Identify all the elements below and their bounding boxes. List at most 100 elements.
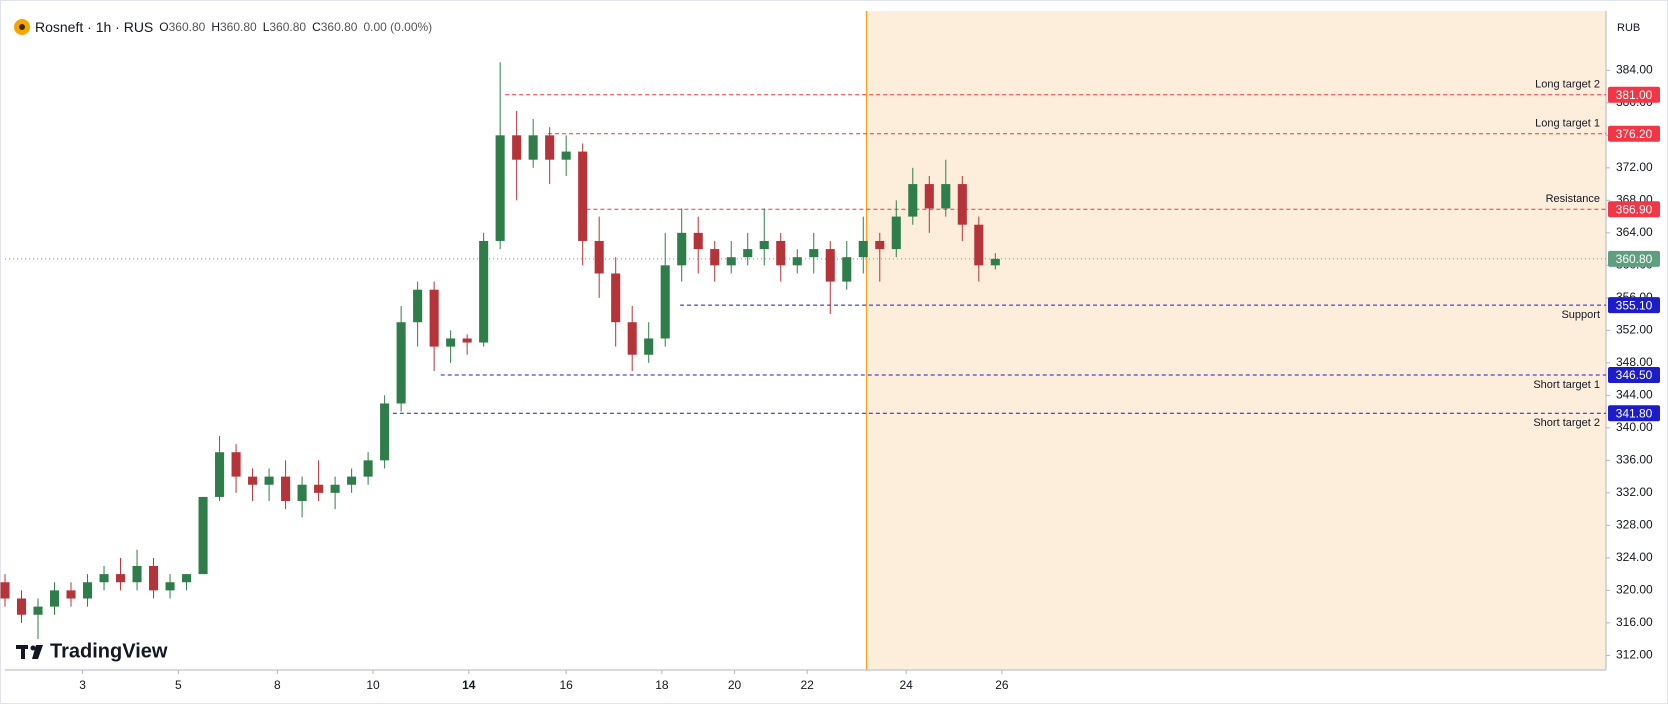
- candle-body: [149, 565, 159, 591]
- candle-body: [891, 216, 901, 250]
- candle-body: [528, 135, 538, 160]
- level-badge-label: 376.20: [1616, 127, 1653, 141]
- level-name: Short target 2: [1533, 417, 1600, 429]
- candle-body: [875, 240, 885, 250]
- candle-body: [16, 598, 27, 615]
- level-badge: [1608, 125, 1660, 142]
- candle-body: [924, 184, 934, 209]
- candle-body: [66, 590, 76, 599]
- y-tick-label: 352.00: [1616, 323, 1653, 337]
- candle-body: [792, 257, 802, 266]
- candle-body: [363, 460, 373, 477]
- candle-body: [693, 232, 703, 250]
- candle-body: [264, 476, 274, 485]
- candle-body: [198, 496, 208, 575]
- candle-body: [545, 135, 555, 160]
- level-badge-label: 366.90: [1616, 202, 1653, 216]
- y-tick-label: 312.00: [1616, 648, 1653, 662]
- x-tick-label: 16: [559, 678, 573, 692]
- candle-body: [165, 582, 175, 591]
- candle-body: [182, 574, 192, 583]
- symbol-icon-dot: [19, 24, 25, 30]
- candle-body: [858, 240, 868, 258]
- level-badge-label: 346.50: [1616, 368, 1653, 382]
- candle-body: [825, 249, 835, 282]
- x-tick-label: 20: [728, 678, 742, 692]
- ohlc-value: 360.80: [169, 20, 206, 34]
- level-badge: [1608, 367, 1660, 384]
- candle-body: [115, 574, 126, 583]
- x-tick-label: 26: [995, 678, 1009, 692]
- symbol-header: Rosneft · 1h · RUS O360.80 H360.80 L360.80 C…: [35, 19, 432, 35]
- candle-body: [974, 224, 984, 266]
- x-tick-label: 24: [900, 678, 914, 692]
- level-name: Resistance: [1546, 193, 1600, 205]
- candle-body: [297, 484, 307, 501]
- y-tick-label: 348.00: [1616, 355, 1653, 369]
- candle-body: [644, 338, 654, 355]
- candle-body: [776, 240, 786, 266]
- x-tick-label: 10: [366, 678, 380, 692]
- candle-body: [0, 582, 10, 599]
- x-tick-label: 3: [79, 678, 86, 692]
- candle-body: [512, 135, 522, 160]
- ohlc-key: H: [211, 20, 220, 34]
- candle-body: [281, 476, 291, 501]
- candle-body: [231, 452, 241, 477]
- candle-body: [380, 403, 390, 461]
- ohlc-value: 0.00 (0.00%): [363, 20, 432, 34]
- level-badge: [1608, 86, 1660, 103]
- candle-body: [594, 240, 604, 274]
- candle-body: [215, 452, 225, 497]
- level-name: Short target 1: [1533, 379, 1600, 391]
- candle-body: [347, 476, 357, 485]
- x-tick-label: 18: [655, 678, 669, 692]
- symbol-name: Rosneft · 1h · RUS: [35, 19, 153, 35]
- y-tick-label: 384.00: [1616, 62, 1653, 76]
- candle-body: [495, 135, 505, 241]
- level-name: Long target 1: [1535, 118, 1600, 130]
- session-highlight: [866, 11, 1606, 670]
- y-tick-label: 328.00: [1616, 518, 1653, 532]
- y-tick-label: 340.00: [1616, 420, 1653, 434]
- last-price-label: 360.80: [1616, 252, 1653, 266]
- candle-body: [990, 258, 1000, 266]
- candle-body: [33, 606, 43, 615]
- candle-body: [396, 322, 406, 404]
- plot-background: [865, 11, 1606, 670]
- candle-body: [413, 289, 423, 323]
- logo-shape: [32, 645, 43, 659]
- candle-body: [677, 232, 687, 266]
- y-tick-label: 320.00: [1616, 583, 1653, 597]
- y-tick-label: 324.00: [1616, 550, 1653, 564]
- ohlc-key: C: [312, 20, 321, 34]
- candle-body: [726, 257, 736, 266]
- level-name: Long target 2: [1535, 79, 1600, 91]
- candle-body: [611, 273, 621, 323]
- candle-body: [561, 151, 571, 160]
- ohlc-key: O: [159, 20, 168, 34]
- candle-body: [627, 322, 637, 355]
- level-badge-label: 341.80: [1616, 406, 1653, 420]
- candle-body: [743, 249, 753, 258]
- y-tick-label: 364.00: [1616, 225, 1653, 239]
- candle-body: [908, 184, 918, 217]
- level-name: Support: [1561, 309, 1600, 321]
- logo-dot: [30, 645, 36, 651]
- level-badge-label: 381.00: [1616, 88, 1653, 102]
- level-badge-label: 355.10: [1616, 298, 1653, 312]
- candle-body: [710, 249, 720, 266]
- candle-body: [248, 476, 258, 485]
- candle-body: [330, 484, 340, 493]
- candle-body: [132, 565, 142, 583]
- ohlc-value: 360.80: [220, 20, 257, 34]
- candle-body: [314, 484, 324, 493]
- candle-body: [49, 590, 60, 607]
- x-tick-label: 14: [462, 678, 476, 692]
- watermark: TradingView: [50, 640, 168, 662]
- y-tick-label: 316.00: [1616, 615, 1653, 629]
- x-tick-label: 5: [175, 678, 182, 692]
- x-tick-label: 8: [274, 678, 281, 692]
- y-tick-label: 336.00: [1616, 453, 1653, 467]
- candle-body: [941, 184, 951, 209]
